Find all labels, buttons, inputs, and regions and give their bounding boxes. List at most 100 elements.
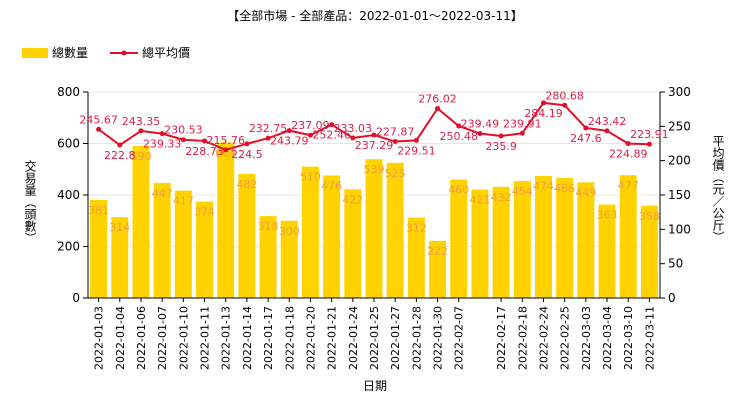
price-marker bbox=[371, 132, 377, 138]
bar-value-label: 454 bbox=[512, 185, 533, 198]
bar-value-label: 363 bbox=[597, 209, 618, 222]
line-value-label: 239.33 bbox=[143, 138, 182, 151]
x-tick-label: 2022-01-11 bbox=[199, 306, 212, 370]
price-marker bbox=[180, 137, 186, 143]
price-marker bbox=[625, 141, 631, 147]
y2-tick-label: 100 bbox=[668, 222, 691, 236]
price-marker bbox=[138, 128, 144, 134]
legend-swatch bbox=[22, 48, 48, 58]
bar bbox=[132, 146, 150, 298]
x-tick-label: 2022-02-07 bbox=[453, 306, 466, 370]
price-marker bbox=[159, 131, 165, 137]
bar bbox=[386, 162, 404, 298]
x-tick-label: 2022-01-28 bbox=[410, 306, 423, 370]
bar-value-label: 312 bbox=[406, 222, 427, 235]
y-tick-label: 800 bbox=[57, 85, 80, 99]
bar-value-label: 476 bbox=[321, 179, 342, 192]
y-tick-label: 600 bbox=[57, 137, 80, 151]
bar bbox=[344, 189, 362, 298]
bar bbox=[471, 189, 489, 298]
bar bbox=[301, 166, 319, 298]
y2-axis-label: 平均價（元／公斤） bbox=[711, 135, 725, 243]
line-value-label: 233.03 bbox=[334, 122, 373, 135]
price-marker bbox=[223, 147, 229, 153]
bar-value-label: 510 bbox=[300, 171, 321, 184]
line-value-label: 276.02 bbox=[418, 92, 457, 105]
legend-swatch bbox=[121, 50, 127, 56]
bar-value-label: 449 bbox=[575, 186, 596, 199]
price-marker bbox=[286, 128, 292, 134]
price-marker bbox=[498, 133, 504, 139]
bar bbox=[556, 178, 574, 298]
bar-value-label: 432 bbox=[491, 191, 512, 204]
price-marker bbox=[96, 126, 102, 132]
price-marker bbox=[392, 139, 398, 145]
bar bbox=[323, 175, 341, 298]
x-tick-label: 2022-01-10 bbox=[177, 306, 190, 370]
bar bbox=[598, 204, 616, 298]
x-tick-label: 2022-03-04 bbox=[601, 306, 614, 370]
bar-value-label: 466 bbox=[554, 182, 575, 195]
x-tick-label: 2022-01-04 bbox=[114, 306, 127, 370]
line-value-label: 227.87 bbox=[376, 126, 415, 139]
x-tick-label: 2022-01-17 bbox=[262, 306, 275, 370]
bar bbox=[196, 201, 213, 298]
bar-value-label: 358 bbox=[639, 210, 660, 223]
bar-value-label: 474 bbox=[533, 180, 554, 193]
x-tick-label: 2022-01-27 bbox=[389, 306, 402, 370]
bar bbox=[429, 240, 447, 298]
x-tick-label: 2022-02-17 bbox=[495, 306, 508, 370]
price-marker bbox=[435, 105, 441, 111]
bar-value-label: 482 bbox=[236, 178, 257, 191]
line-value-label: 215.76 bbox=[206, 134, 245, 147]
x-tick-label: 2022-01-21 bbox=[326, 306, 339, 370]
y-tick-label: 200 bbox=[57, 240, 80, 254]
bar-value-label: 477 bbox=[618, 179, 639, 192]
bar bbox=[217, 142, 235, 298]
y-tick-label: 0 bbox=[72, 291, 80, 305]
price-marker bbox=[350, 135, 356, 141]
x-tick-label: 2022-01-20 bbox=[304, 306, 317, 370]
chart-title: 【全部市場 - 全部產品：2022-01-01～2022-03-11】 bbox=[227, 8, 522, 23]
line-value-label: 280.68 bbox=[545, 89, 584, 102]
bar bbox=[153, 182, 171, 298]
bar bbox=[90, 199, 108, 298]
price-marker bbox=[265, 135, 271, 141]
line-value-label: 243.35 bbox=[122, 115, 161, 128]
line-value-label: 239.49 bbox=[461, 118, 500, 131]
x-tick-label: 2022-03-03 bbox=[580, 306, 593, 370]
line-value-label: 250.48 bbox=[439, 130, 478, 143]
bar-value-label: 421 bbox=[469, 194, 490, 207]
line-value-label: 230.53 bbox=[164, 124, 203, 137]
line-value-label: 235.9 bbox=[485, 140, 517, 153]
bar-value-label: 604 bbox=[215, 146, 236, 159]
price-marker bbox=[562, 102, 568, 108]
bar-value-label: 381 bbox=[88, 204, 109, 217]
bar-value-label: 417 bbox=[173, 195, 194, 208]
price-marker bbox=[307, 132, 313, 138]
price-marker bbox=[646, 141, 652, 147]
bar-value-label: 525 bbox=[385, 167, 406, 180]
y2-tick-label: 150 bbox=[668, 188, 691, 202]
x-tick-label: 2022-01-03 bbox=[93, 306, 106, 370]
bar bbox=[577, 182, 595, 298]
x-tick-label: 2022-01-14 bbox=[241, 306, 254, 370]
x-tick-label: 2022-01-30 bbox=[432, 306, 445, 370]
line-value-label: 229.51 bbox=[397, 144, 436, 157]
y2-tick-label: 300 bbox=[668, 85, 691, 99]
price-marker bbox=[117, 142, 123, 148]
bar-value-label: 374 bbox=[194, 206, 215, 219]
bar bbox=[513, 181, 531, 298]
line-value-label: 237.09 bbox=[291, 119, 330, 132]
bar bbox=[619, 175, 637, 298]
bar-value-label: 539 bbox=[364, 163, 385, 176]
price-marker bbox=[583, 125, 589, 131]
price-marker bbox=[604, 128, 610, 134]
x-tick-label: 2022-02-24 bbox=[537, 306, 550, 370]
price-marker bbox=[540, 100, 546, 106]
line-value-label: 228.73 bbox=[185, 145, 224, 158]
bar-value-label: 590 bbox=[130, 150, 151, 163]
line-value-label: 232.75 bbox=[249, 122, 288, 135]
y2-tick-label: 200 bbox=[668, 154, 691, 168]
bar-value-label: 314 bbox=[109, 221, 130, 234]
